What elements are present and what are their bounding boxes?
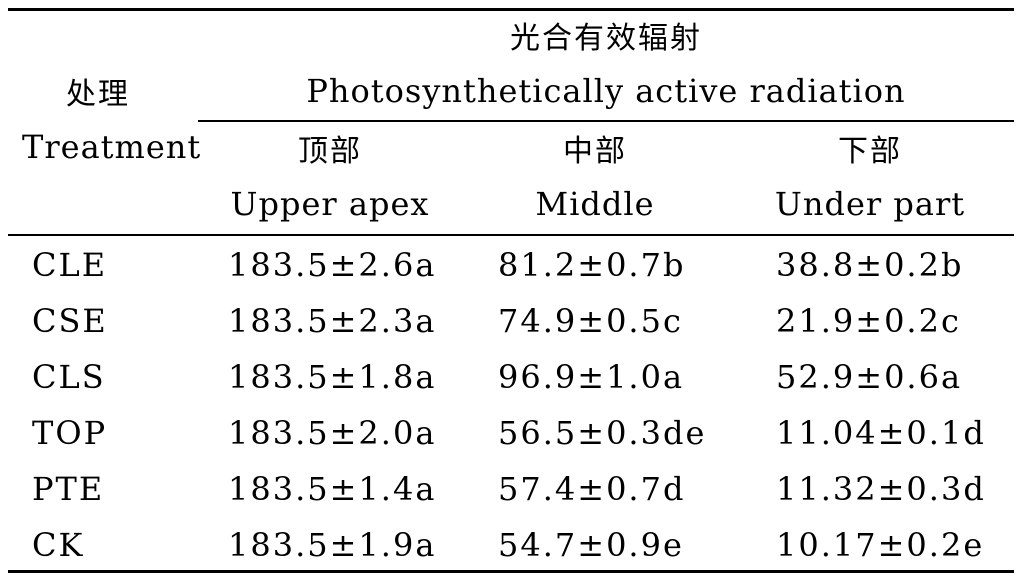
row-upper-value: 183.5±1.9a bbox=[228, 526, 437, 564]
treatment-header-cn: 处理 bbox=[66, 77, 130, 112]
row-under-value: 52.9±0.6a bbox=[776, 358, 963, 396]
par-header-en: Photosynthetically active radiation bbox=[306, 72, 906, 110]
row-upper-value: 183.5±2.3a bbox=[228, 302, 437, 340]
column-header-under-en: Under part bbox=[774, 185, 966, 223]
row-treatment: CSE bbox=[32, 302, 108, 340]
row-treatment: TOP bbox=[32, 414, 108, 452]
row-middle-value: 96.9±1.0a bbox=[498, 358, 685, 396]
row-middle-value: 57.4±0.7d bbox=[498, 470, 686, 508]
row-treatment: CK bbox=[32, 526, 85, 564]
row-upper-value: 183.5±2.6a bbox=[228, 246, 437, 284]
row-middle-value: 56.5±0.3de bbox=[498, 414, 707, 452]
column-header-middle-cn: 中部 bbox=[563, 134, 627, 169]
par-table: 处理 Treatment 光合有效辐射 Photosynthetically a… bbox=[8, 0, 1014, 576]
row-under-value: 11.32±0.3d bbox=[776, 470, 986, 508]
row-treatment: CLS bbox=[32, 358, 106, 396]
row-upper-value: 183.5±1.4a bbox=[228, 470, 437, 508]
header-span-rule bbox=[198, 120, 1014, 122]
row-middle-value: 81.2±0.7b bbox=[498, 246, 686, 284]
row-under-value: 10.17±0.2e bbox=[776, 526, 985, 564]
row-under-value: 38.8±0.2b bbox=[776, 246, 964, 284]
column-header-under-cn: 下部 bbox=[838, 134, 902, 169]
row-under-value: 21.9±0.2c bbox=[776, 302, 961, 340]
row-treatment: CLE bbox=[32, 246, 108, 284]
column-header-middle-en: Middle bbox=[535, 185, 655, 223]
par-header-cn: 光合有效辐射 bbox=[510, 21, 702, 56]
treatment-header-en: Treatment bbox=[22, 128, 202, 166]
row-upper-value: 183.5±1.8a bbox=[228, 358, 437, 396]
row-under-value: 11.04±0.1d bbox=[776, 414, 986, 452]
column-header-upper-en: Upper apex bbox=[230, 185, 430, 223]
row-upper-value: 183.5±2.0a bbox=[228, 414, 437, 452]
header-bottom-rule bbox=[8, 234, 1014, 236]
row-treatment: PTE bbox=[32, 470, 105, 508]
table-bottom-rule bbox=[8, 570, 1014, 573]
column-header-upper-cn: 顶部 bbox=[298, 134, 362, 169]
row-middle-value: 54.7±0.9e bbox=[498, 526, 684, 564]
table-top-rule bbox=[8, 8, 1014, 11]
row-middle-value: 74.9±0.5c bbox=[498, 302, 683, 340]
